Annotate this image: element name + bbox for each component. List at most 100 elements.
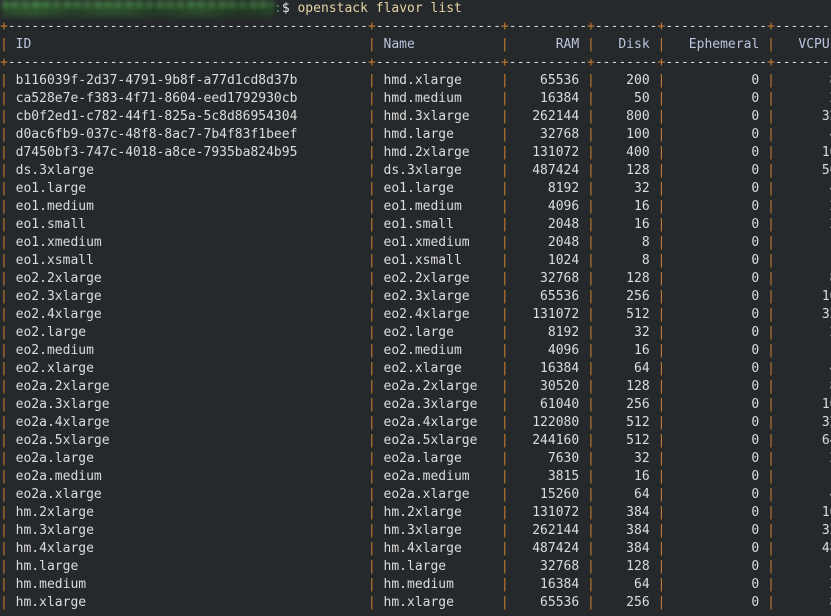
table-row: | hm.3xlarge | hm.3xlarge | 262144 | 384… bbox=[0, 522, 831, 540]
column-separator: | bbox=[587, 595, 595, 610]
column-separator: | bbox=[367, 397, 376, 412]
header-cell-ram: RAM bbox=[508, 37, 588, 52]
column-separator: | bbox=[367, 361, 376, 376]
column-separator: | bbox=[767, 397, 775, 412]
column-separator: | bbox=[367, 235, 376, 250]
column-separator: | bbox=[657, 343, 666, 358]
table-cell-name: eo2a.medium bbox=[375, 469, 501, 484]
column-separator: | bbox=[367, 487, 376, 502]
column-separator: | bbox=[767, 127, 775, 142]
table-row: | hm.4xlarge | hm.4xlarge | 487424 | 384… bbox=[0, 540, 831, 558]
column-separator: | bbox=[587, 109, 595, 124]
rule-segment: ----------------------------------------… bbox=[7, 19, 368, 34]
column-separator: | bbox=[500, 325, 509, 340]
header-cell-name: Name bbox=[375, 37, 501, 52]
table-cell-ram: 16384 bbox=[508, 91, 588, 106]
table-cell-disk: 64 bbox=[594, 487, 658, 502]
table-cell-ephemeral: 0 bbox=[665, 415, 768, 430]
column-separator: | bbox=[767, 145, 775, 160]
rule-joint: + bbox=[767, 19, 775, 34]
column-separator: | bbox=[0, 541, 8, 556]
column-separator: | bbox=[657, 91, 666, 106]
table-cell-id: eo2.2xlarge bbox=[7, 271, 368, 286]
table-cell-vcpus: 4 bbox=[775, 361, 831, 376]
table-cell-disk: 384 bbox=[594, 505, 658, 520]
table-cell-ram: 2048 bbox=[508, 217, 588, 232]
table-cell-id: eo2.4xlarge bbox=[7, 307, 368, 322]
table-cell-disk: 400 bbox=[594, 145, 658, 160]
column-separator: | bbox=[500, 523, 509, 538]
column-separator: | bbox=[657, 109, 666, 124]
column-separator: | bbox=[0, 325, 8, 340]
column-separator: | bbox=[367, 343, 376, 358]
table-cell-ephemeral: 0 bbox=[665, 379, 768, 394]
table-cell-name: hmd.large bbox=[375, 127, 501, 142]
table-cell-name: eo1.medium bbox=[375, 199, 501, 214]
column-separator: | bbox=[657, 577, 666, 592]
rule-joint: + bbox=[657, 55, 666, 70]
column-separator: | bbox=[587, 235, 595, 250]
rule-segment: ---------- bbox=[508, 19, 588, 34]
column-separator: | bbox=[657, 235, 666, 250]
rule-segment: ---------- bbox=[508, 55, 588, 70]
column-separator: | bbox=[367, 505, 376, 520]
table-cell-disk: 800 bbox=[594, 109, 658, 124]
column-separator: | bbox=[500, 253, 509, 268]
table-cell-ephemeral: 0 bbox=[665, 577, 768, 592]
table-row: | eo2.3xlarge | eo2.3xlarge | 65536 | 25… bbox=[0, 288, 831, 306]
column-separator: | bbox=[500, 181, 509, 196]
column-separator: | bbox=[0, 307, 8, 322]
table-cell-disk: 200 bbox=[594, 73, 658, 88]
column-separator: | bbox=[500, 559, 509, 574]
table-cell-ram: 8192 bbox=[508, 325, 588, 340]
table-cell-disk: 32 bbox=[594, 181, 658, 196]
table-cell-id: eo2a.large bbox=[7, 451, 368, 466]
prompt-dollar-sign: $ bbox=[281, 1, 290, 16]
table-cell-vcpus: 32 bbox=[821, 109, 831, 124]
column-separator: | bbox=[767, 433, 775, 448]
table-cell-name: eo2.xlarge bbox=[375, 361, 501, 376]
column-separator: | bbox=[0, 235, 8, 250]
column-separator: | bbox=[657, 379, 666, 394]
table-cell-disk: 16 bbox=[594, 469, 658, 484]
column-separator: | bbox=[587, 487, 595, 502]
column-separator: | bbox=[587, 541, 595, 556]
column-separator: | bbox=[587, 325, 595, 340]
table-cell-id: hm.xlarge bbox=[7, 595, 368, 610]
rule-joint: + bbox=[0, 19, 8, 34]
rule-joint: + bbox=[367, 55, 376, 70]
column-separator: | bbox=[587, 73, 595, 88]
column-separator: | bbox=[500, 451, 509, 466]
rule-joint: + bbox=[657, 19, 666, 34]
column-separator: | bbox=[500, 433, 509, 448]
table-cell-disk: 16 bbox=[594, 343, 658, 358]
column-separator: | bbox=[657, 415, 666, 430]
column-separator: | bbox=[500, 361, 509, 376]
column-separator: | bbox=[767, 379, 775, 394]
command-text: openstack flavor list bbox=[297, 1, 462, 16]
table-cell-ephemeral: 0 bbox=[665, 541, 768, 556]
table-cell-ram: 32768 bbox=[508, 271, 588, 286]
table-cell-ephemeral: 0 bbox=[665, 433, 768, 448]
table-cell-ram: 61040 bbox=[508, 397, 588, 412]
column-separator: | bbox=[587, 577, 595, 592]
column-separator: | bbox=[367, 217, 376, 232]
table-cell-disk: 128 bbox=[594, 271, 658, 286]
column-separator: | bbox=[767, 361, 775, 376]
table-cell-ephemeral: 0 bbox=[665, 559, 768, 574]
table-cell-ram: 32768 bbox=[508, 127, 588, 142]
table-cell-name: hm.4xlarge bbox=[375, 541, 501, 556]
rule-segment: -------- bbox=[594, 55, 658, 70]
column-separator: | bbox=[767, 271, 775, 286]
column-separator: | bbox=[767, 559, 775, 574]
table-row: | eo2a.xlarge | eo2a.xlarge | 15260 | 64… bbox=[0, 486, 831, 504]
column-separator: | bbox=[500, 541, 509, 556]
table-row: | eo1.medium | eo1.medium | 4096 | 16 | … bbox=[0, 198, 831, 216]
column-separator: | bbox=[0, 379, 8, 394]
table-cell-disk: 64 bbox=[594, 577, 658, 592]
column-separator: | bbox=[767, 235, 775, 250]
table-cell-vcpus: 4 bbox=[775, 487, 831, 502]
table-cell-ephemeral: 0 bbox=[665, 235, 768, 250]
column-separator: | bbox=[367, 541, 376, 556]
